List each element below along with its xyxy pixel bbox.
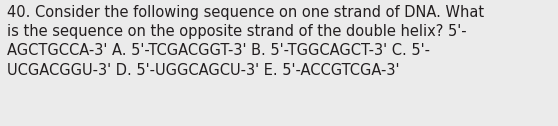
Text: 40. Consider the following sequence on one strand of DNA. What
is the sequence o: 40. Consider the following sequence on o… <box>7 5 484 78</box>
